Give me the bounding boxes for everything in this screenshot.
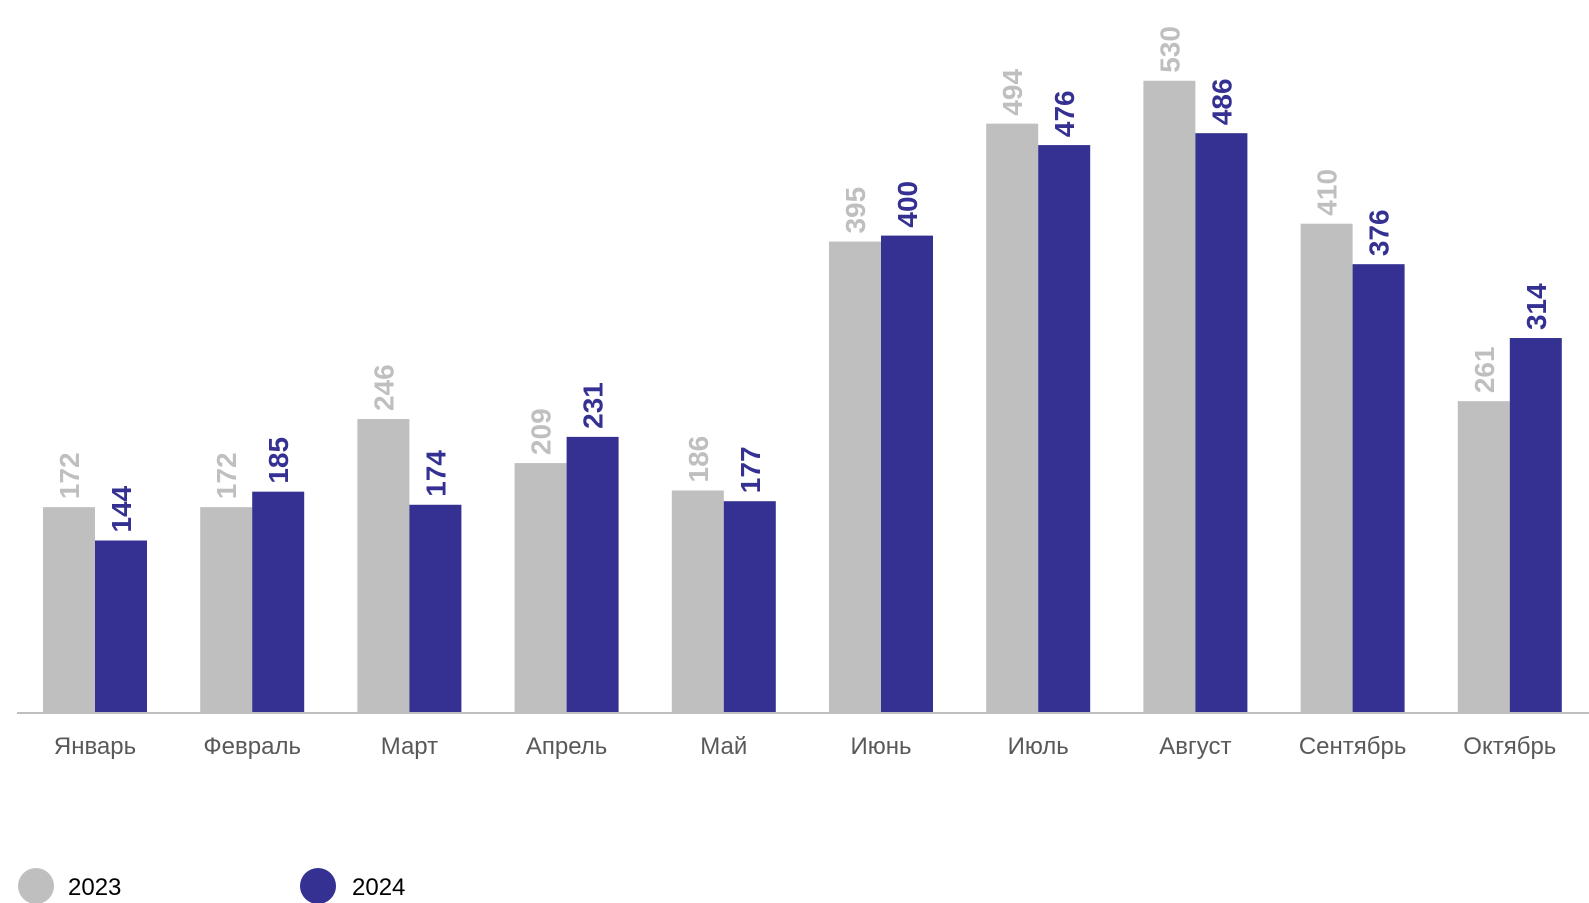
- legend-marker-2023: [18, 868, 54, 903]
- value-label-2023-7: 530: [1154, 26, 1185, 73]
- category-label-5: Июнь: [850, 733, 911, 760]
- bar-2024-2: [409, 504, 462, 712]
- bar-2023-9: [1457, 401, 1510, 712]
- category-label-4: Май: [700, 733, 747, 760]
- bar-2023-7: [1143, 80, 1196, 712]
- bar-2024-4: [723, 501, 776, 712]
- bar-2023-0: [43, 507, 95, 712]
- legend-marker-2024: [300, 868, 336, 903]
- legend-label-2024: 2024: [352, 874, 405, 901]
- category-label-0: Январь: [54, 733, 136, 760]
- bar-2024-9: [1509, 338, 1562, 712]
- value-label-2023-5: 395: [840, 187, 871, 234]
- bar-2023-1: [200, 507, 253, 712]
- value-label-2024-8: 376: [1364, 209, 1395, 256]
- value-label-2024-2: 174: [420, 450, 451, 497]
- value-label-2023-2: 246: [368, 364, 399, 411]
- bar-2024-1: [252, 491, 305, 712]
- bar-2024-3: [566, 436, 619, 712]
- value-label-2024-3: 231: [578, 382, 609, 429]
- category-label-8: Сентябрь: [1299, 733, 1407, 760]
- bar-2023-6: [986, 123, 1039, 712]
- bar-2023-3: [514, 463, 567, 712]
- category-labels-group: Январь Февраль Март Апрель Май Июнь Июль Август…: [54, 733, 1556, 760]
- bar-2023-8: [1300, 223, 1353, 712]
- value-label-2023-4: 186: [683, 436, 714, 483]
- bar-2024-8: [1352, 264, 1405, 712]
- value-label-2023-8: 410: [1312, 169, 1343, 216]
- bar-2023-5: [829, 241, 881, 712]
- bar-2024-7: [1195, 133, 1248, 712]
- value-label-2024-5: 400: [892, 181, 923, 228]
- bar-2024-0: [95, 540, 147, 712]
- value-labels-group: 172 144 172 185 246 174 209 231 186 177 395 400 494 4…: [54, 26, 1552, 532]
- category-label-2: Март: [381, 733, 438, 760]
- value-label-2024-9: 314: [1521, 283, 1552, 330]
- value-label-2024-7: 486: [1206, 78, 1237, 125]
- category-label-1: Февраль: [203, 733, 301, 760]
- value-label-2023-0: 172: [54, 452, 85, 499]
- value-label-2024-1: 185: [263, 437, 294, 484]
- category-label-3: Апрель: [526, 733, 607, 760]
- category-label-6: Июль: [1008, 733, 1069, 760]
- legend-label-2023: 2023: [68, 874, 121, 901]
- value-label-2023-1: 172: [211, 452, 242, 499]
- value-label-2023-9: 261: [1469, 346, 1500, 393]
- category-label-9: Октябрь: [1463, 733, 1556, 760]
- bars-group: [43, 80, 1562, 713]
- value-label-2023-3: 209: [526, 408, 557, 455]
- bar-2023-2: [357, 419, 410, 712]
- value-label-2024-0: 144: [106, 485, 137, 532]
- legend: 2023 2024: [18, 868, 405, 903]
- value-label-2024-4: 177: [735, 446, 766, 493]
- bar-2023-4: [671, 490, 724, 712]
- value-label-2024-6: 476: [1049, 90, 1080, 137]
- value-label-2023-6: 494: [997, 69, 1028, 116]
- bar-2024-6: [1038, 145, 1091, 713]
- category-label-7: Август: [1159, 733, 1231, 760]
- bar-2024-5: [881, 235, 933, 712]
